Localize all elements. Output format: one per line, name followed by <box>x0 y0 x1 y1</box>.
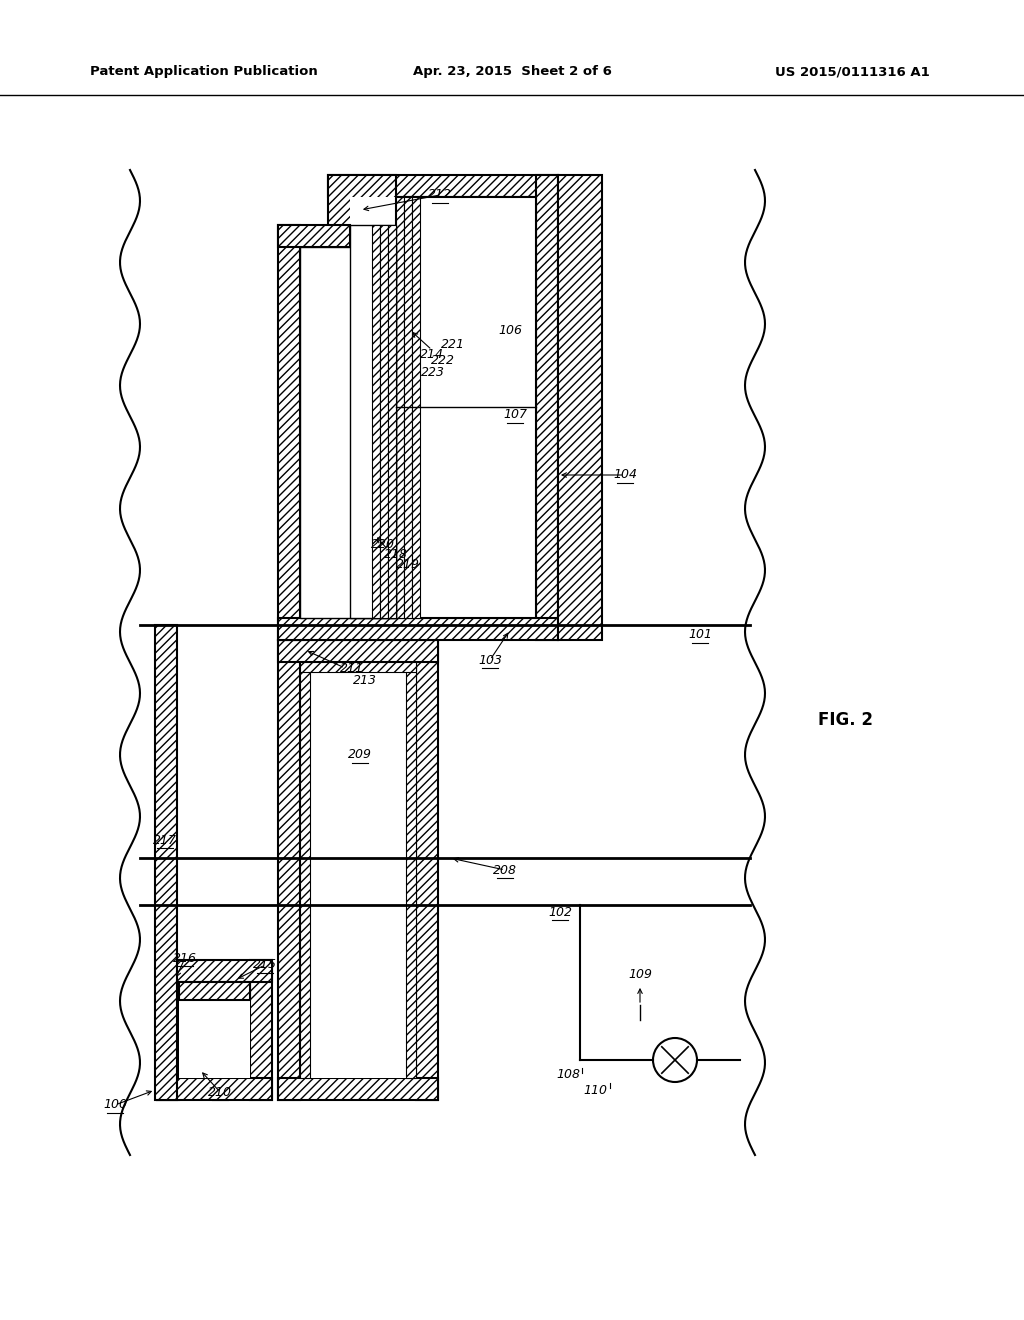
Text: Apr. 23, 2015  Sheet 2 of 6: Apr. 23, 2015 Sheet 2 of 6 <box>413 66 611 78</box>
Bar <box>328 176 558 197</box>
Bar <box>380 224 388 618</box>
Text: 104: 104 <box>613 469 637 482</box>
Text: 211: 211 <box>340 661 364 675</box>
Bar <box>396 197 404 618</box>
Text: FIG. 2: FIG. 2 <box>817 711 872 729</box>
Text: 220: 220 <box>371 539 395 552</box>
Text: 106: 106 <box>498 323 522 337</box>
Text: 100: 100 <box>103 1098 127 1111</box>
Text: 217: 217 <box>153 833 177 846</box>
Bar <box>300 663 310 1078</box>
Bar <box>157 960 272 982</box>
Text: US 2015/0111316 A1: US 2015/0111316 A1 <box>775 66 930 78</box>
Text: 103: 103 <box>478 653 502 667</box>
Bar <box>155 624 177 1100</box>
Text: 219: 219 <box>396 558 420 572</box>
Text: 221: 221 <box>441 338 465 351</box>
Text: 223: 223 <box>421 366 445 379</box>
Bar <box>278 640 438 663</box>
Bar <box>179 982 250 1078</box>
Bar <box>536 176 558 640</box>
Text: 212: 212 <box>428 189 452 202</box>
Bar <box>406 663 416 1078</box>
Bar <box>278 1078 438 1100</box>
Bar <box>278 224 350 247</box>
Text: 214: 214 <box>420 348 444 362</box>
Bar <box>157 1078 272 1100</box>
Text: 210: 210 <box>208 1085 232 1098</box>
Bar <box>300 663 416 1078</box>
Text: 209: 209 <box>348 748 372 762</box>
Bar <box>416 640 438 1100</box>
Bar <box>372 224 380 618</box>
Bar <box>396 197 536 618</box>
Bar <box>300 663 416 672</box>
Bar <box>179 982 250 1001</box>
Bar <box>278 640 300 1100</box>
Bar <box>558 176 602 640</box>
Text: 101: 101 <box>688 628 712 642</box>
Bar <box>328 176 396 230</box>
Bar <box>278 224 300 640</box>
Text: 102: 102 <box>548 906 572 919</box>
Text: 110: 110 <box>583 1084 607 1097</box>
Bar <box>250 960 272 1100</box>
Text: 108: 108 <box>556 1068 580 1081</box>
Text: 216: 216 <box>173 952 197 965</box>
Bar <box>157 960 179 1100</box>
Text: 107: 107 <box>503 408 527 421</box>
Text: 222: 222 <box>431 354 455 367</box>
Bar <box>412 197 420 618</box>
Text: Patent Application Publication: Patent Application Publication <box>90 66 317 78</box>
Text: 109: 109 <box>628 969 652 982</box>
Bar <box>278 618 558 640</box>
Bar <box>404 197 412 618</box>
Bar <box>350 197 396 230</box>
Bar <box>300 247 396 618</box>
Bar <box>350 224 396 618</box>
Text: 215: 215 <box>253 958 278 972</box>
Text: 213: 213 <box>353 673 377 686</box>
Bar <box>388 224 396 618</box>
Text: 208: 208 <box>493 863 517 876</box>
Text: 218: 218 <box>384 549 408 561</box>
